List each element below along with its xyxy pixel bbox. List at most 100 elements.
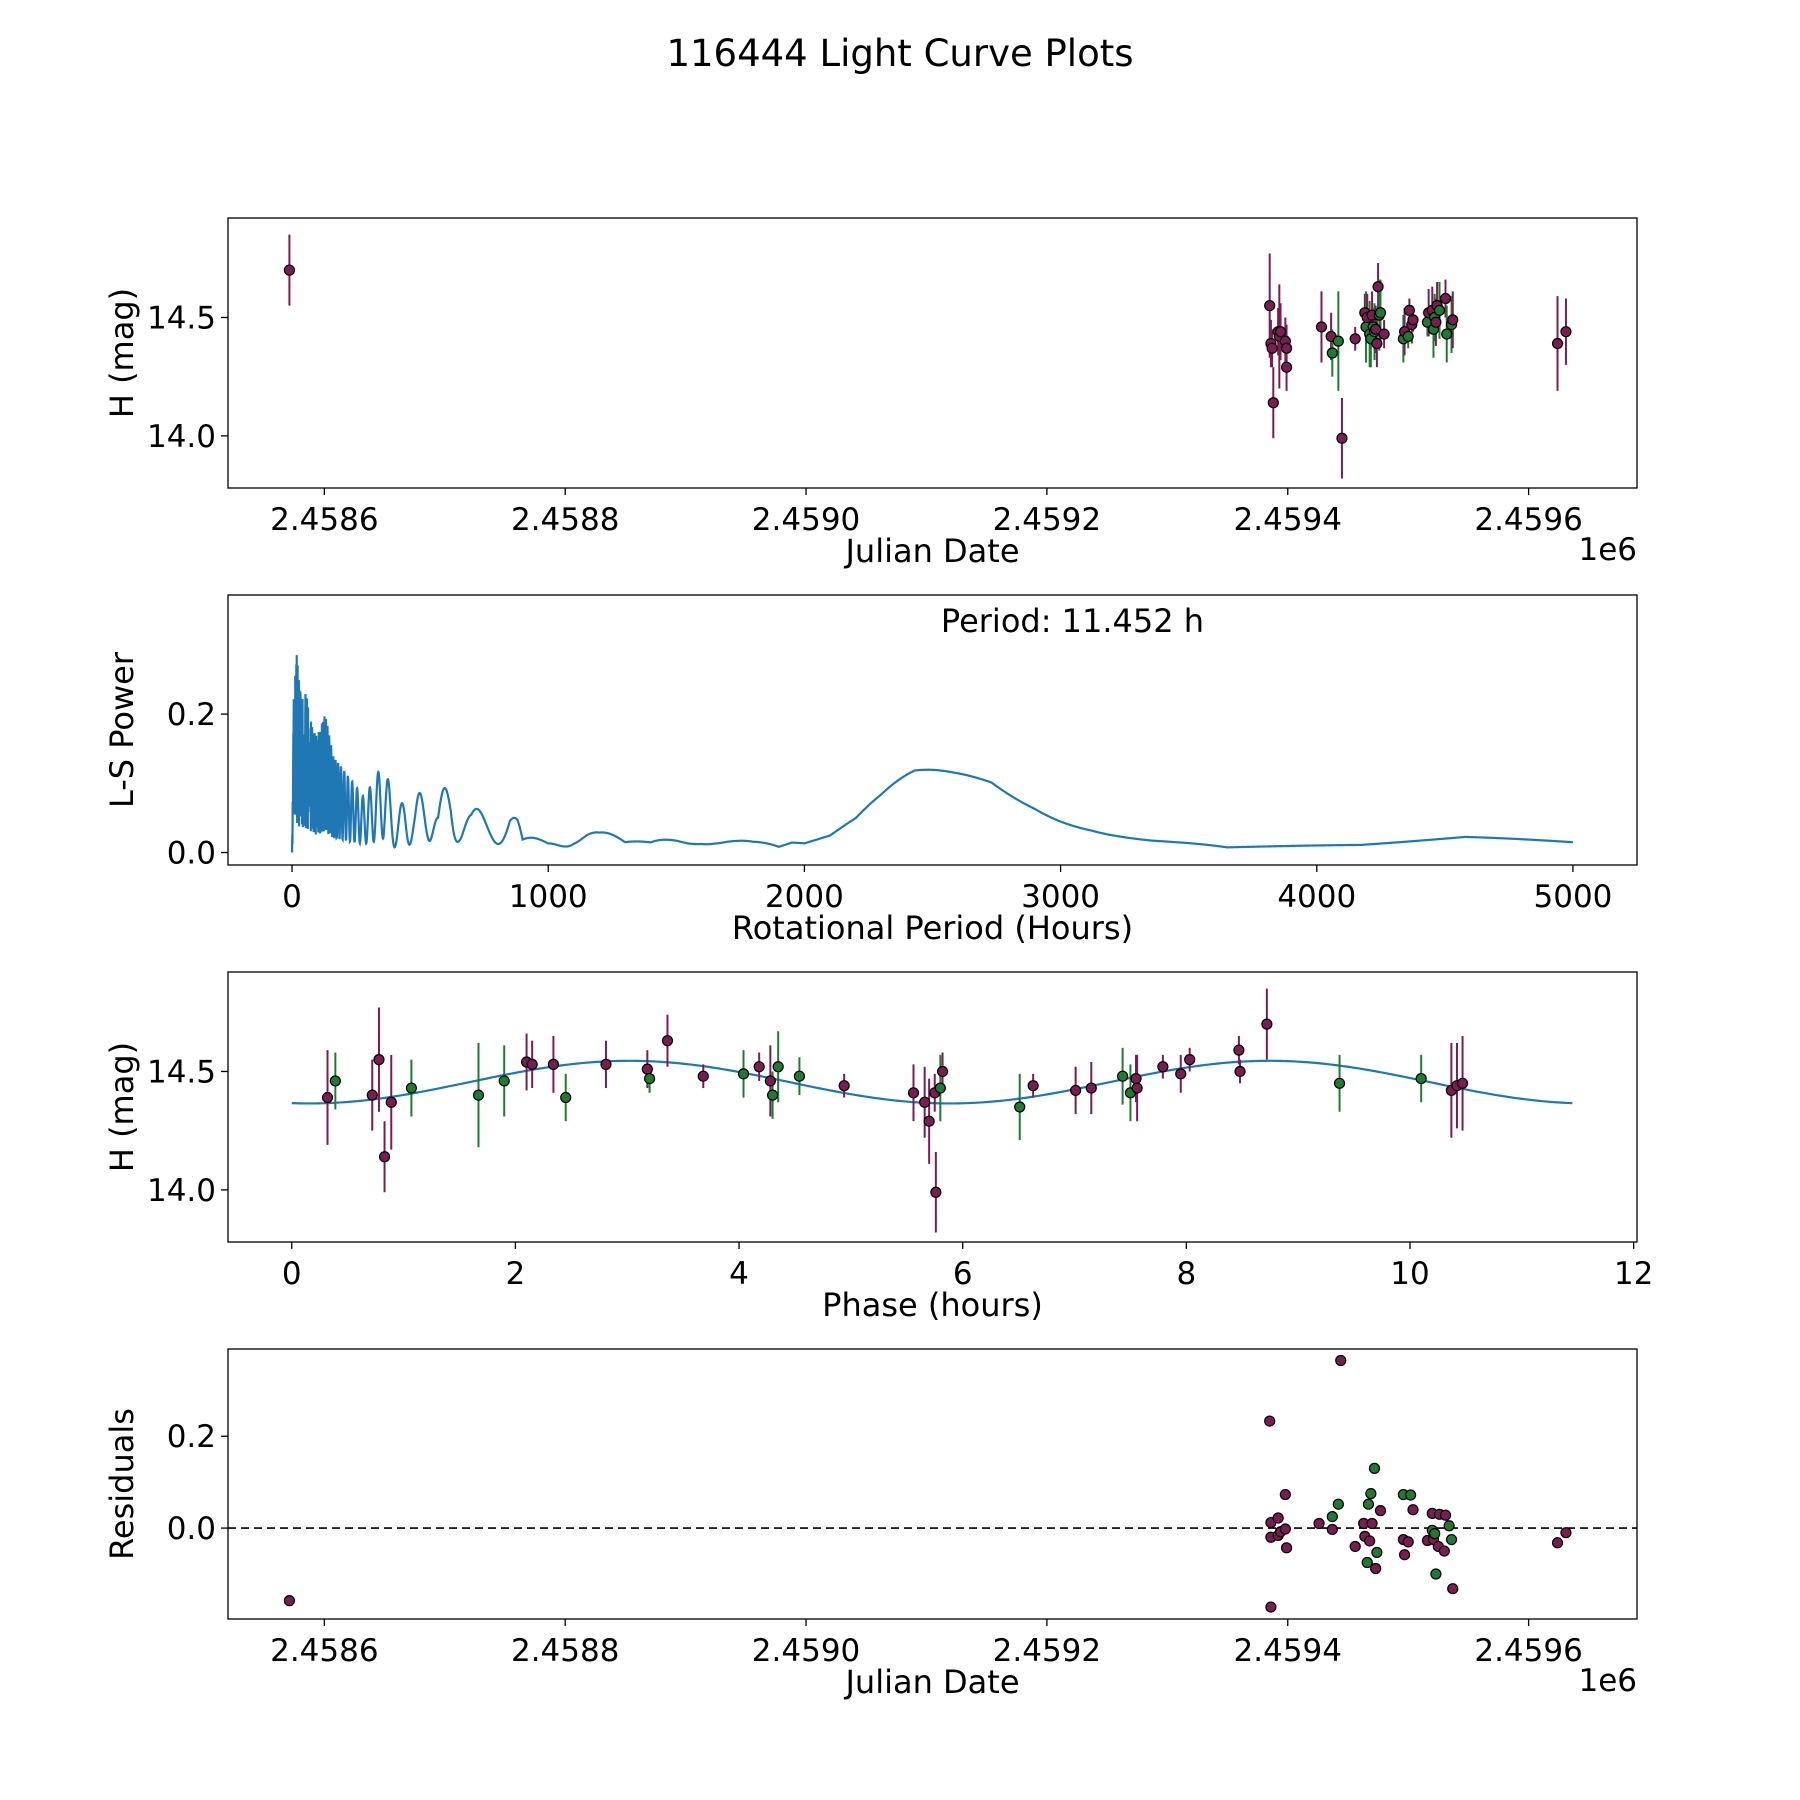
data-point bbox=[1368, 1462, 1381, 1474]
x-axis-label: Rotational Period (Hours) bbox=[732, 909, 1133, 947]
x-tick-label: 8 bbox=[1176, 1256, 1196, 1292]
data-point bbox=[1326, 1511, 1338, 1523]
data-point bbox=[1014, 1101, 1026, 1113]
data-point bbox=[1402, 330, 1414, 343]
x-tick-label: 2.4588 bbox=[511, 1633, 619, 1669]
data-point bbox=[1362, 1498, 1375, 1510]
data-point bbox=[1370, 323, 1382, 335]
data-point bbox=[1279, 1523, 1291, 1535]
data-point bbox=[1280, 342, 1293, 354]
data-point bbox=[472, 1089, 485, 1101]
data-point bbox=[329, 1075, 341, 1087]
data-point bbox=[1407, 314, 1419, 326]
data-point bbox=[366, 1089, 378, 1101]
data-point bbox=[1265, 1601, 1277, 1613]
data-point bbox=[1439, 1509, 1452, 1521]
figure-title: 116444 Light Curve Plots bbox=[666, 32, 1133, 75]
x-axis-label: Julian Date bbox=[843, 1663, 1019, 1701]
y-axis-label: H (mag) bbox=[103, 288, 141, 418]
data-point bbox=[1157, 1061, 1169, 1073]
data-point bbox=[1370, 1562, 1382, 1575]
data-point bbox=[1131, 1082, 1143, 1094]
data-point bbox=[1551, 1537, 1564, 1549]
data-point bbox=[1438, 1545, 1450, 1557]
data-point bbox=[1267, 397, 1279, 409]
data-point bbox=[643, 1072, 656, 1085]
x-tick-label: 0 bbox=[282, 1256, 302, 1292]
data-point bbox=[1372, 281, 1384, 293]
axes-frame bbox=[227, 594, 1638, 866]
x-tick-label: 2.4586 bbox=[270, 1633, 378, 1669]
data-point bbox=[1313, 1517, 1325, 1530]
x-tick-label: 0 bbox=[282, 879, 302, 915]
x-tick-label: 2 bbox=[506, 1256, 526, 1292]
x-tick-label: 2.4592 bbox=[993, 502, 1101, 538]
data-point bbox=[1430, 316, 1442, 328]
data-point bbox=[1280, 1542, 1293, 1554]
data-point bbox=[1264, 1415, 1276, 1427]
x-tick-label: 3000 bbox=[1021, 879, 1100, 915]
data-point bbox=[1560, 326, 1572, 338]
y-tick-label: 14.0 bbox=[147, 419, 216, 455]
data-point bbox=[1551, 337, 1564, 350]
data-point bbox=[766, 1089, 779, 1101]
x-tick-label: 2000 bbox=[765, 879, 844, 915]
x-tick-label: 2.4590 bbox=[752, 1633, 860, 1669]
data-point bbox=[1332, 335, 1344, 347]
x-axis-label: Julian Date bbox=[843, 532, 1019, 570]
data-point bbox=[1403, 304, 1415, 316]
data-point bbox=[1402, 1536, 1414, 1548]
x-tick-label: 2.4592 bbox=[993, 1633, 1101, 1669]
data-point bbox=[1117, 1070, 1129, 1082]
data-point bbox=[1326, 1523, 1338, 1536]
data-point bbox=[1371, 1546, 1383, 1559]
data-point bbox=[283, 264, 296, 276]
phase-curve-panel: 0 2 4 6 8 10 12 14.0 14.5 Phase (hours) H (mag) bbox=[103, 971, 1653, 1324]
data-point bbox=[934, 1082, 946, 1094]
data-point bbox=[1234, 1065, 1246, 1078]
x-tick-label: 2.4590 bbox=[752, 502, 860, 538]
data-point bbox=[1404, 1489, 1417, 1501]
data-point bbox=[772, 1061, 784, 1073]
data-point bbox=[793, 1070, 806, 1082]
data-point bbox=[283, 1595, 296, 1607]
data-point bbox=[764, 1075, 776, 1087]
data-point bbox=[1175, 1068, 1187, 1080]
data-point bbox=[753, 1061, 765, 1073]
data-point bbox=[1333, 1077, 1346, 1089]
data-point bbox=[1332, 1498, 1344, 1510]
data-point bbox=[1443, 1520, 1455, 1532]
data-point bbox=[1430, 1568, 1442, 1580]
x-offset-label: 1e6 bbox=[1578, 1663, 1637, 1699]
data-point bbox=[560, 1091, 572, 1104]
data-point bbox=[1374, 1505, 1387, 1517]
x-tick-label: 2.4588 bbox=[511, 502, 619, 538]
axes-frame bbox=[227, 217, 1638, 489]
axes-frame bbox=[227, 1348, 1638, 1620]
residuals-plot-area bbox=[228, 1354, 1637, 1613]
data-point bbox=[1335, 1354, 1347, 1367]
data-point bbox=[1184, 1054, 1196, 1066]
data-point bbox=[1433, 304, 1446, 316]
axes-frame bbox=[227, 971, 1638, 1243]
data-point bbox=[547, 1058, 560, 1070]
x-tick-label: 5000 bbox=[1534, 879, 1613, 915]
data-point bbox=[526, 1058, 538, 1070]
x-tick-label: 2.4596 bbox=[1474, 502, 1582, 538]
data-point bbox=[1456, 1077, 1469, 1089]
data-point bbox=[1398, 1549, 1411, 1561]
periodogram-line bbox=[290, 655, 1574, 853]
data-point bbox=[1274, 326, 1287, 338]
data-point bbox=[1326, 347, 1338, 359]
data-point bbox=[1374, 307, 1387, 319]
data-point bbox=[1441, 328, 1453, 340]
data-point bbox=[1429, 1527, 1441, 1540]
data-point bbox=[907, 1087, 920, 1099]
data-point bbox=[1378, 328, 1390, 340]
data-point bbox=[1349, 1540, 1361, 1553]
y-tick-label: 0.2 bbox=[167, 697, 216, 733]
data-point bbox=[1439, 292, 1452, 305]
data-point bbox=[1279, 1488, 1291, 1501]
y-axis-label: L-S Power bbox=[103, 651, 141, 808]
